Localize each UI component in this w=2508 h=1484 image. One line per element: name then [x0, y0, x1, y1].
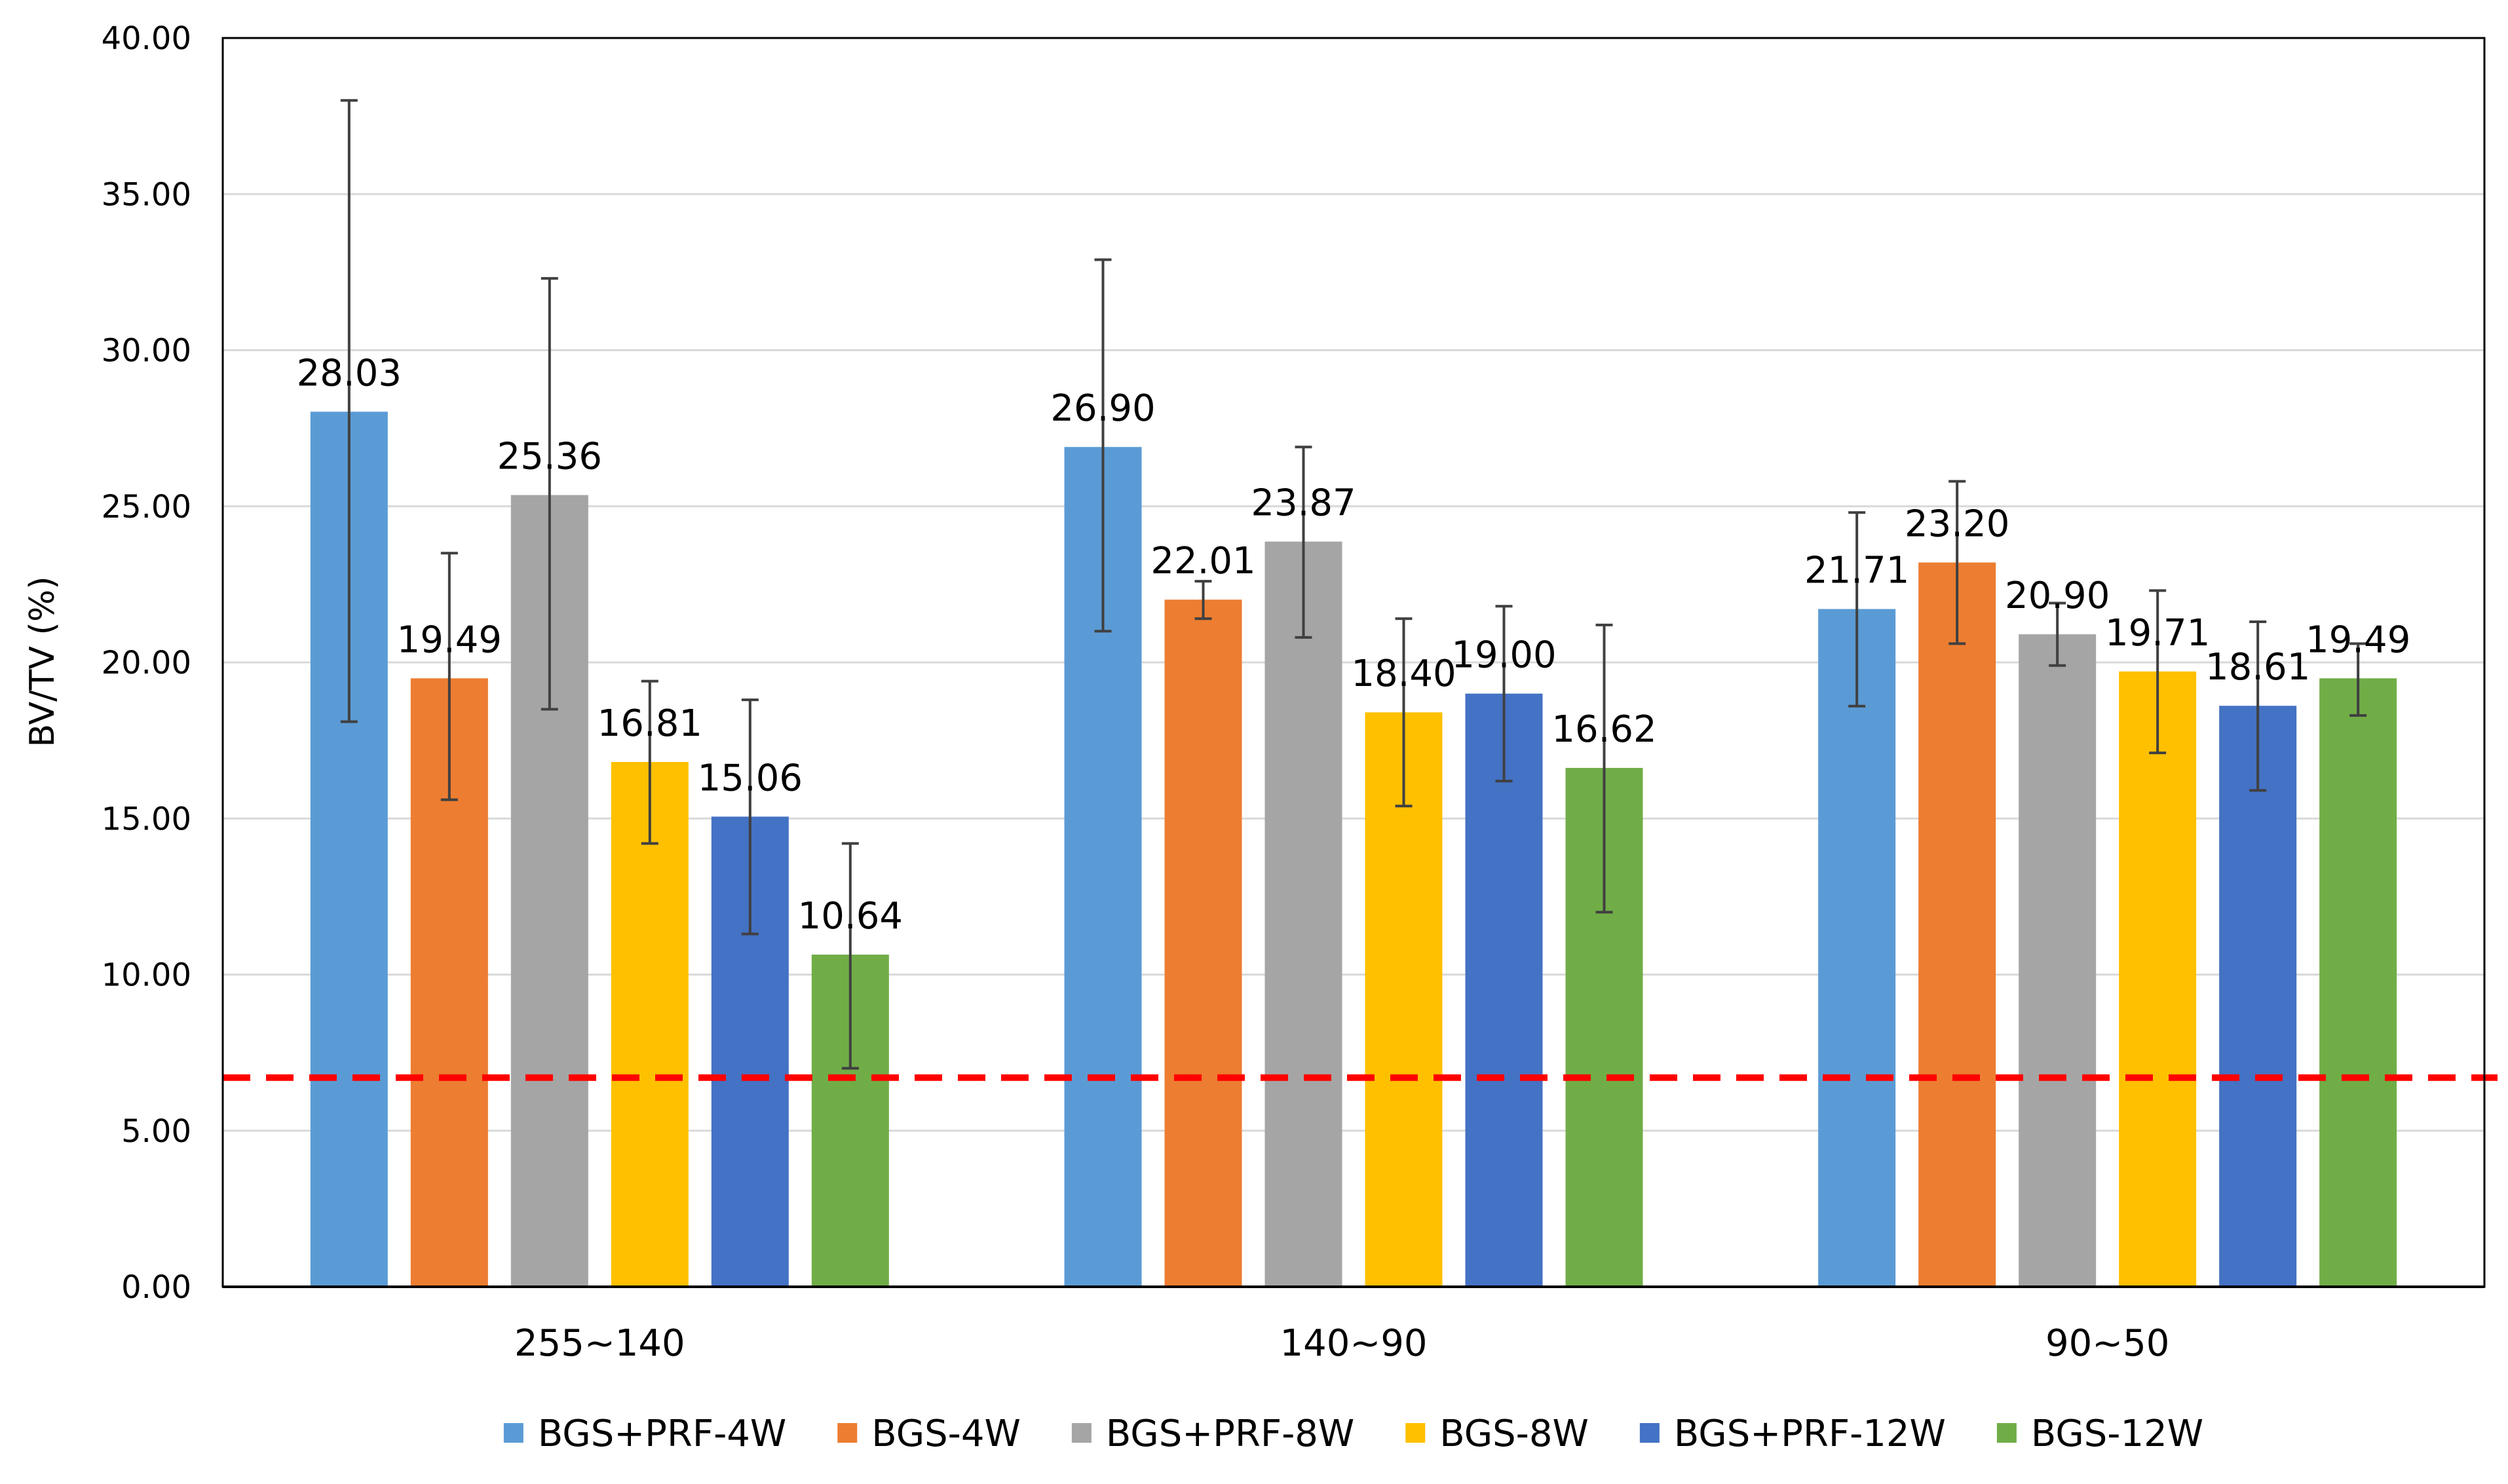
legend-label: BGS-12W [2031, 1413, 2203, 1455]
legend-label: BGS-8W [1439, 1413, 1589, 1455]
data-label: 22.01 [1150, 540, 1255, 582]
legend-label: BGS+PRF-8W [1106, 1413, 1354, 1455]
data-label: 19.49 [2306, 618, 2410, 661]
data-label: 16.62 [1551, 708, 1656, 751]
y-tick-label: 5.00 [121, 1113, 191, 1150]
x-category-label: 140~90 [1280, 1322, 1427, 1365]
axes: 0.00 5.00 10.00 15.00 20.00 25.00 30.00 35.00 40… [23, 20, 2486, 1365]
y-tick-label: 30.00 [102, 333, 191, 370]
bar [1918, 562, 1996, 1287]
legend-swatch [1405, 1423, 1426, 1443]
legend-item[interactable]: BGS-8W [1405, 1413, 1589, 1455]
bar [2219, 706, 2297, 1287]
bar [1818, 609, 1896, 1287]
bar [1264, 541, 1342, 1287]
data-label: 19.71 [2105, 612, 2210, 655]
data-label: 15.06 [698, 757, 803, 799]
legend-swatch [1996, 1423, 2017, 1443]
y-tick-label: 20.00 [102, 645, 191, 681]
bar [1164, 599, 1242, 1287]
x-category-label: 255~140 [514, 1322, 685, 1365]
y-tick-label: 10.00 [102, 957, 191, 994]
legend-swatch [1071, 1423, 1092, 1443]
legend-label: BGS+PRF-4W [538, 1413, 786, 1455]
error-bars [340, 99, 2367, 1070]
y-tick-label: 35.00 [102, 176, 191, 213]
data-label: 18.61 [2205, 646, 2310, 689]
bar [2019, 634, 2097, 1287]
bar [1365, 712, 1443, 1287]
x-category-label: 90~50 [2045, 1322, 2169, 1365]
data-label: 23.20 [1905, 503, 2009, 546]
gridlines [223, 193, 2484, 1132]
bar [1465, 693, 1543, 1287]
legend-swatch [1639, 1423, 1660, 1443]
legend-swatch [837, 1423, 858, 1443]
y-tick-label: 15.00 [102, 801, 191, 837]
data-label: 20.90 [2005, 575, 2110, 617]
y-axis-title: BV/TV (%) [23, 576, 62, 747]
bar [2319, 678, 2397, 1287]
bar [611, 762, 689, 1287]
legend[interactable]: BGS+PRF-4W BGS-4W BGS+PRF-8W BGS-8W BGS+PRF-… [503, 1413, 2203, 1455]
data-label: 26.90 [1050, 387, 1155, 430]
data-label: 18.40 [1351, 653, 1456, 695]
bar [2119, 671, 2197, 1287]
data-label: 21.71 [1804, 550, 1909, 592]
y-tick-label: 0.00 [121, 1269, 191, 1306]
legend-label: BGS-4W [871, 1413, 1021, 1455]
legend-item[interactable]: BGS-4W [837, 1413, 1021, 1455]
legend-item[interactable]: BGS+PRF-12W [1639, 1413, 1946, 1455]
data-label: 25.36 [497, 436, 602, 478]
data-label: 28.03 [297, 352, 402, 394]
legend-item[interactable]: BGS+PRF-8W [1071, 1413, 1354, 1455]
legend-item[interactable]: BGS+PRF-4W [503, 1413, 786, 1455]
data-label: 19.49 [397, 618, 502, 661]
legend-swatch [503, 1423, 523, 1443]
data-label: 16.81 [598, 702, 702, 745]
y-tick-label: 25.00 [102, 489, 191, 525]
data-labels: 28.03 19.49 25.36 16.81 15.06 10.64 26.90 22.01… [297, 352, 2411, 938]
data-label: 19.00 [1451, 634, 1556, 677]
legend-item[interactable]: BGS-12W [1996, 1413, 2203, 1455]
data-label: 23.87 [1251, 482, 1356, 525]
legend-label: BGS+PRF-12W [1674, 1413, 1946, 1455]
data-label: 10.64 [798, 895, 903, 938]
y-tick-label: 40.00 [102, 20, 191, 57]
